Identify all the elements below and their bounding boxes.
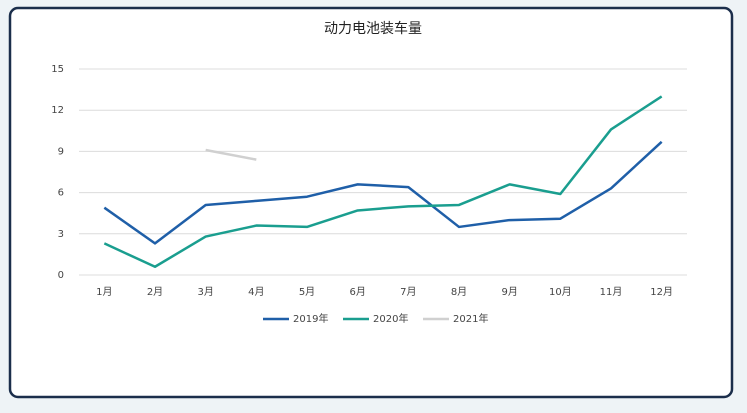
legend-label: 2021年 [453, 312, 488, 325]
y-tick-label: 12 [51, 105, 64, 116]
chart-title: 动力电池装车量 [324, 20, 422, 37]
x-tick-label: 3月 [197, 286, 213, 298]
x-tick-label: 10月 [549, 286, 572, 298]
y-tick-label: 9 [58, 146, 64, 157]
x-tick-label: 8月 [451, 286, 467, 298]
y-tick-label: 15 [51, 64, 64, 75]
x-tick-label: 9月 [501, 286, 517, 298]
x-tick-label: 1月 [96, 286, 112, 298]
x-tick-label: 12月 [650, 286, 673, 298]
legend-label: 2020年 [373, 312, 408, 325]
x-tick-label: 5月 [299, 286, 315, 298]
y-tick-label: 0 [58, 270, 64, 281]
y-tick-label: 6 [58, 188, 64, 199]
data-line [103, 140, 663, 245]
x-tick-label: 4月 [248, 286, 264, 298]
y-tick-label: 3 [58, 229, 64, 240]
card [8, 6, 734, 399]
x-tick-label: 6月 [349, 286, 365, 298]
data-line [205, 148, 257, 161]
x-tick-label: 2月 [147, 286, 163, 298]
x-tick-label: 11月 [600, 286, 623, 298]
legend-label: 2019年 [293, 312, 328, 325]
data-line [103, 95, 663, 269]
x-tick-label: 7月 [400, 286, 416, 298]
